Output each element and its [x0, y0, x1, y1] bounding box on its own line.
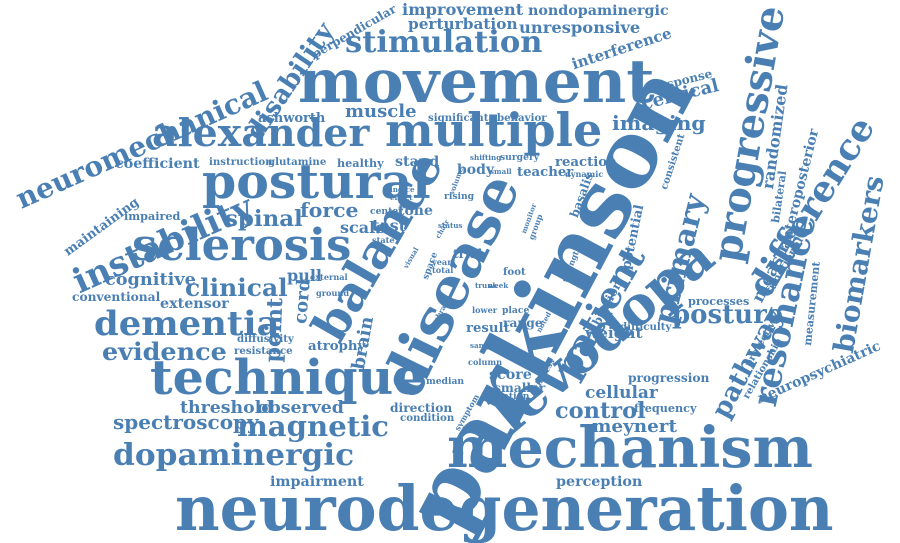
word-cord: cord: [290, 277, 315, 325]
word-tone: tone: [398, 203, 433, 219]
word-cognitive: cognitive: [105, 270, 196, 290]
word-duration: duration: [485, 392, 530, 402]
word-rising: rising: [444, 192, 475, 202]
word-spinal: spinal: [225, 206, 303, 232]
word-median: median: [426, 377, 465, 387]
word-condition: condition: [400, 413, 455, 424]
word-atrophy: atrophy: [308, 339, 366, 354]
word-resistance: resistance: [234, 346, 293, 357]
word-stand: stand: [395, 154, 440, 170]
word-score: score: [489, 367, 532, 383]
word-alexander: alexander: [152, 110, 370, 155]
word-technique: technique: [150, 350, 425, 406]
word-muscle: muscle: [345, 101, 417, 122]
word-small: small: [490, 167, 512, 176]
word-external: external: [310, 272, 348, 282]
word-sample: sample: [470, 341, 499, 350]
word-multiple: multiple: [385, 103, 603, 157]
word-movement: movement: [298, 47, 655, 117]
word-place: place: [502, 306, 530, 316]
word-magnetic: magnetic: [237, 410, 389, 443]
word-postural: postural: [202, 154, 431, 210]
word-conventional: conventional: [72, 290, 161, 304]
word-cellular: cellular: [585, 383, 658, 403]
word-glutamine: glutamine: [268, 157, 327, 168]
word-center: center: [370, 207, 404, 217]
word-force: force: [300, 198, 359, 222]
word-instruction: instruction: [209, 157, 273, 168]
word-frequency: frequency: [634, 402, 697, 415]
word-impairment: impairment: [270, 474, 364, 490]
word-stimulation: stimulation: [345, 25, 543, 60]
word-difficulty: difficulty: [620, 322, 672, 333]
word-unresponsive: unresponsive: [519, 18, 641, 37]
word-progression: progression: [628, 371, 710, 385]
word-pull: pull: [287, 266, 322, 285]
word-smaller: smaller: [494, 381, 546, 395]
word-impaired: impaired: [124, 210, 181, 223]
word-surgery: surgery: [500, 153, 540, 163]
word-trial: trial: [453, 247, 483, 261]
word-state: state: [372, 235, 395, 245]
word-improvement: improvement: [402, 0, 524, 19]
word-threshold: threshold: [180, 398, 274, 418]
word-significant: significant: [428, 113, 489, 124]
word-trunk: trunk: [475, 281, 498, 290]
word-extensor: extensor: [160, 296, 229, 312]
word-week: week: [488, 281, 509, 290]
word-imaging: imaging: [612, 111, 706, 135]
word-observed: observed: [257, 398, 344, 418]
word-dementia: dementia: [94, 304, 280, 344]
word-control: control: [555, 398, 646, 424]
word-healthy: healthy: [337, 157, 384, 170]
word-sclerosis: sclerosis: [132, 220, 352, 271]
word-effect: effect: [390, 193, 413, 202]
word-spectroscopy: spectroscopy: [113, 410, 259, 434]
word-ashworth: ashworth: [258, 111, 326, 126]
word-indice: indice: [390, 185, 415, 194]
word-column: column: [468, 357, 503, 367]
word-scale: scale: [340, 218, 386, 237]
word-coefficient: coefficient: [115, 156, 200, 172]
word-perception: perception: [556, 474, 643, 490]
word-foot: foot: [503, 267, 526, 278]
word-nondopaminergic: nondopaminergic: [528, 3, 669, 19]
word-teacher: teacher: [517, 165, 574, 180]
word-status: status: [438, 221, 463, 230]
word-body: body: [457, 162, 495, 178]
word-dopaminergic: dopaminergic: [113, 438, 355, 473]
word-test: test: [372, 216, 406, 235]
word-total: total: [432, 265, 454, 275]
word-posture: posture: [672, 300, 784, 330]
word-lower: lower: [472, 305, 498, 315]
word-clinical: clinical: [185, 273, 288, 302]
word-ground: ground: [316, 288, 350, 298]
word-evidence: evidence: [102, 337, 227, 366]
word-processes: processes: [688, 295, 750, 308]
word-range: range: [503, 316, 543, 330]
word-behavior: behavior: [497, 113, 547, 124]
word-mechanism: mechanism: [447, 415, 813, 481]
word-result: result: [466, 321, 510, 336]
word-shifting: shifting: [470, 153, 502, 162]
word-reaction: reaction: [555, 155, 617, 170]
word-neurodegeneration: neurodegeneration: [175, 472, 834, 543]
word-perturbation: perturbation: [408, 15, 518, 33]
word-meynert: meynert: [592, 416, 677, 437]
word-year: year: [432, 257, 452, 267]
word-direction: direction: [390, 401, 453, 415]
word-weight: weight: [585, 324, 643, 342]
word-diffusivity: diffusivity: [237, 334, 294, 345]
word-dynamic: dynamic: [565, 169, 604, 179]
